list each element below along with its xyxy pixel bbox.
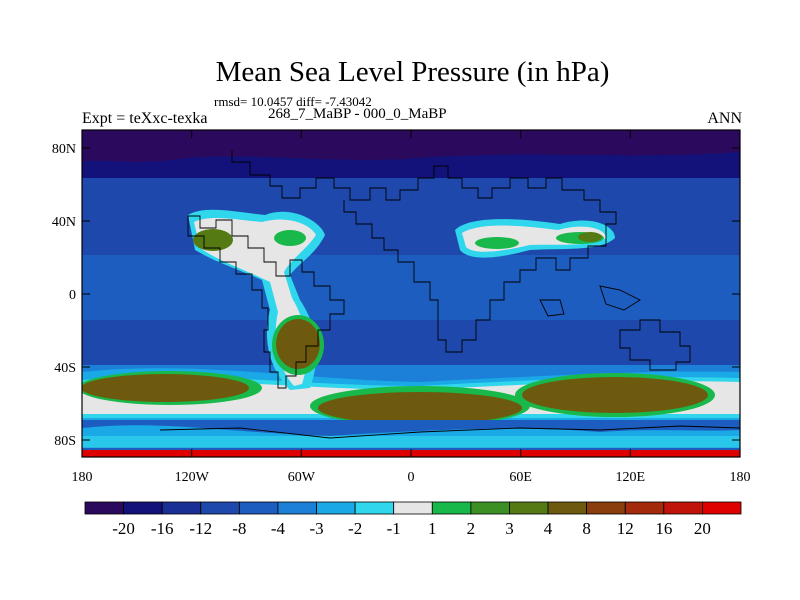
lon-label-180w: 180	[72, 470, 93, 485]
colorbar-swatch	[547, 501, 588, 515]
lon-label-120w: 120W	[175, 470, 210, 485]
colorbar-swatch	[200, 501, 240, 515]
lon-label-120e: 120E	[616, 470, 646, 485]
lon-label-0: 0	[408, 470, 415, 485]
subtitle: 268_7_MaBP - 000_0_MaBP	[268, 106, 447, 122]
colorbar-label: -2	[348, 519, 362, 538]
arctic-core	[82, 130, 740, 162]
south-indian-high	[522, 377, 708, 413]
lat-label-80n: 80N	[52, 142, 76, 157]
lon-label-60e: 60E	[509, 470, 532, 485]
colorbar-swatch	[161, 501, 202, 515]
colorbar-label: 16	[655, 519, 672, 538]
antarctic-light	[82, 436, 740, 448]
colorbar-label: 2	[467, 519, 476, 538]
colorbar	[84, 501, 742, 515]
colorbar-swatch	[354, 501, 395, 515]
lat-label-0: 0	[69, 288, 76, 303]
colorbar-swatch	[238, 501, 279, 515]
colorbar-swatch	[84, 501, 124, 515]
north-america-green	[274, 230, 306, 246]
north-midlat-band	[82, 175, 740, 225]
lat-label-80s: 80S	[54, 434, 76, 449]
lat-label-40s: 40S	[54, 361, 76, 376]
colorbar-label: -8	[232, 519, 246, 538]
lon-label-180e: 180	[730, 470, 751, 485]
coastlines	[159, 150, 740, 439]
colorbar-swatch	[393, 501, 433, 515]
south-pacific-high	[82, 374, 249, 402]
asia-high-core	[578, 232, 602, 242]
experiment-label: Expt = teXxc-texka	[82, 110, 208, 127]
lat-axis	[82, 147, 740, 441]
south-atlantic-high	[318, 392, 522, 424]
north-america-high	[193, 229, 233, 251]
colorbar-label: -16	[151, 519, 174, 538]
colorbar-swatch	[624, 501, 665, 515]
stats-text: rmsd= 10.0457 diff= -7.43042	[214, 94, 372, 109]
colorbar-swatch	[431, 501, 472, 515]
colorbar-swatch	[316, 501, 356, 515]
lat-label-40n: 40N	[52, 215, 76, 230]
colorbar-label: -1	[387, 519, 401, 538]
colorbar-label: 12	[617, 519, 634, 538]
colorbar-label: 1	[428, 519, 437, 538]
colorbar-label: -12	[189, 519, 212, 538]
colorbar-swatch	[470, 501, 510, 515]
colorbar-labels: -20 -16 -12 -8 -4 -3 -2 -1 1 2 3 4 8 12 16 20	[112, 519, 711, 538]
season-label: ANN	[707, 110, 742, 127]
colorbar-label: 8	[582, 519, 591, 538]
colorbar-label: 20	[694, 519, 711, 538]
colorbar-label: -20	[112, 519, 135, 538]
lon-axis	[81, 130, 631, 457]
colorbar-label: 3	[505, 519, 514, 538]
colorbar-swatch	[509, 501, 549, 515]
colorbar-swatch	[586, 501, 626, 515]
pressure-field	[82, 130, 740, 457]
asia-high-green	[475, 237, 519, 249]
colorbar-swatch	[663, 501, 703, 515]
colorbar-label: 4	[544, 519, 553, 538]
south-america-high	[276, 319, 320, 369]
lon-label-60w: 60W	[288, 470, 316, 485]
colorbar-swatch	[277, 501, 317, 515]
colorbar-label: -4	[271, 519, 286, 538]
colorbar-swatch	[702, 501, 742, 515]
colorbar-label: -3	[309, 519, 323, 538]
map-title: Mean Sea Level Pressure (in hPa)	[215, 56, 610, 88]
colorbar-swatch	[123, 501, 163, 515]
mid-south-band	[82, 320, 740, 360]
